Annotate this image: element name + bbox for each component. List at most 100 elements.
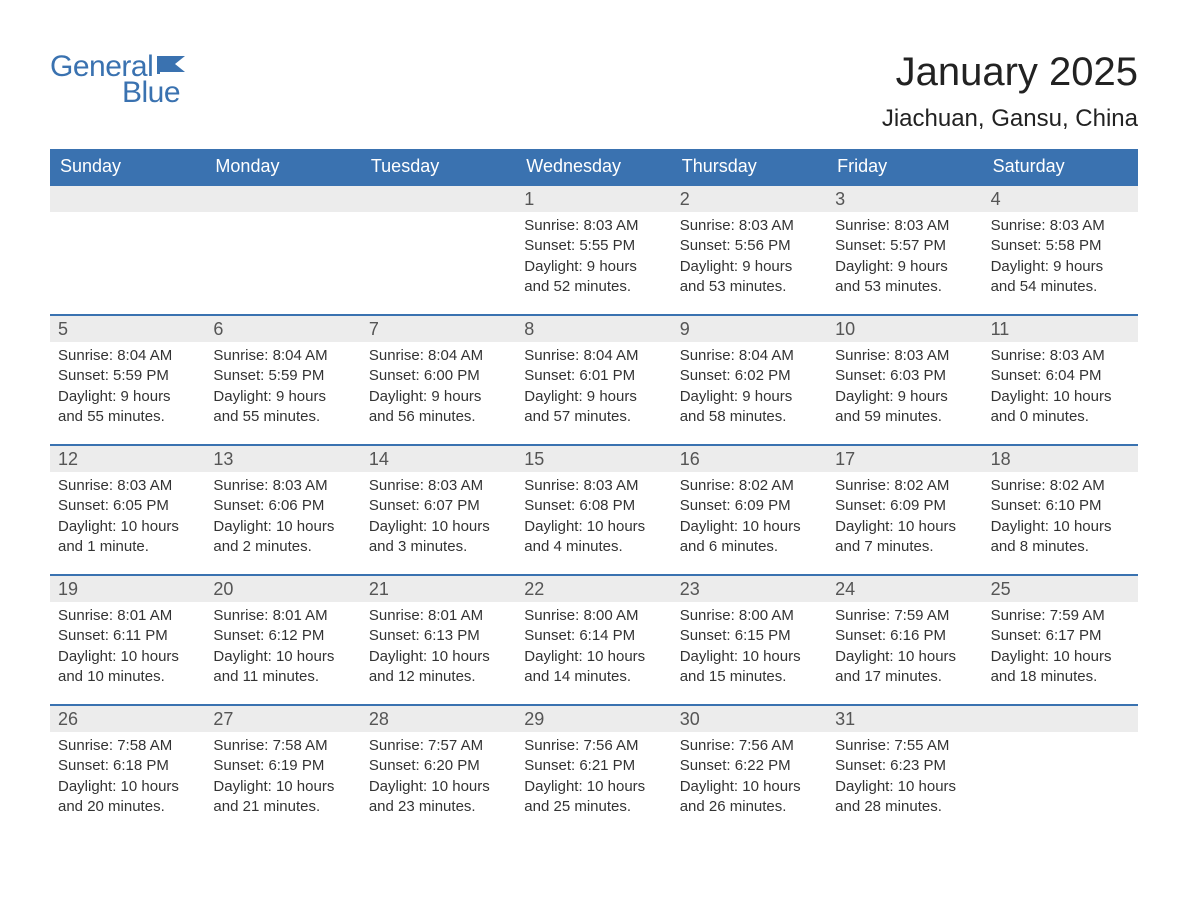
day-details: Sunrise: 8:03 AMSunset: 6:07 PMDaylight:…	[361, 472, 516, 565]
day-number: 17	[827, 446, 982, 472]
sunrise-text: Sunrise: 7:58 AM	[213, 736, 352, 756]
daylight-text: Daylight: 10 hours and 6 minutes.	[680, 517, 819, 558]
sunrise-text: Sunrise: 8:02 AM	[991, 476, 1130, 496]
calendar-day: 30Sunrise: 7:56 AMSunset: 6:22 PMDayligh…	[672, 706, 827, 834]
daylight-text: Daylight: 10 hours and 8 minutes.	[991, 517, 1130, 558]
calendar-day: 1Sunrise: 8:03 AMSunset: 5:55 PMDaylight…	[516, 186, 671, 314]
calendar-day: 20Sunrise: 8:01 AMSunset: 6:12 PMDayligh…	[205, 576, 360, 704]
sunset-text: Sunset: 6:09 PM	[835, 496, 974, 516]
calendar-day: 28Sunrise: 7:57 AMSunset: 6:20 PMDayligh…	[361, 706, 516, 834]
sunrise-text: Sunrise: 8:03 AM	[991, 346, 1130, 366]
sunset-text: Sunset: 6:01 PM	[524, 366, 663, 386]
day-number: 19	[50, 576, 205, 602]
calendar-day: 19Sunrise: 8:01 AMSunset: 6:11 PMDayligh…	[50, 576, 205, 704]
day-number: 5	[50, 316, 205, 342]
sunrise-text: Sunrise: 8:03 AM	[680, 216, 819, 236]
calendar-day: 9Sunrise: 8:04 AMSunset: 6:02 PMDaylight…	[672, 316, 827, 444]
day-number: 12	[50, 446, 205, 472]
calendar-day: 2Sunrise: 8:03 AMSunset: 5:56 PMDaylight…	[672, 186, 827, 314]
day-number: 23	[672, 576, 827, 602]
calendar-day: 10Sunrise: 8:03 AMSunset: 6:03 PMDayligh…	[827, 316, 982, 444]
day-number: 21	[361, 576, 516, 602]
sunset-text: Sunset: 6:09 PM	[680, 496, 819, 516]
day-details: Sunrise: 7:57 AMSunset: 6:20 PMDaylight:…	[361, 732, 516, 825]
calendar-day: 12Sunrise: 8:03 AMSunset: 6:05 PMDayligh…	[50, 446, 205, 574]
daylight-text: Daylight: 10 hours and 23 minutes.	[369, 777, 508, 818]
sunset-text: Sunset: 6:20 PM	[369, 756, 508, 776]
day-details: Sunrise: 8:02 AMSunset: 6:09 PMDaylight:…	[827, 472, 982, 565]
day-details: Sunrise: 8:01 AMSunset: 6:11 PMDaylight:…	[50, 602, 205, 695]
sunrise-text: Sunrise: 8:01 AM	[369, 606, 508, 626]
daylight-text: Daylight: 10 hours and 4 minutes.	[524, 517, 663, 558]
calendar-week: 12Sunrise: 8:03 AMSunset: 6:05 PMDayligh…	[50, 444, 1138, 574]
daylight-text: Daylight: 9 hours and 53 minutes.	[680, 257, 819, 298]
day-details: Sunrise: 8:04 AMSunset: 6:01 PMDaylight:…	[516, 342, 671, 435]
sunrise-text: Sunrise: 8:04 AM	[213, 346, 352, 366]
sunrise-text: Sunrise: 7:57 AM	[369, 736, 508, 756]
sunset-text: Sunset: 6:23 PM	[835, 756, 974, 776]
sunset-text: Sunset: 6:07 PM	[369, 496, 508, 516]
day-details: Sunrise: 8:01 AMSunset: 6:13 PMDaylight:…	[361, 602, 516, 695]
sunrise-text: Sunrise: 7:58 AM	[58, 736, 197, 756]
day-details: Sunrise: 7:55 AMSunset: 6:23 PMDaylight:…	[827, 732, 982, 825]
calendar-day: 3Sunrise: 8:03 AMSunset: 5:57 PMDaylight…	[827, 186, 982, 314]
sunrise-text: Sunrise: 8:04 AM	[680, 346, 819, 366]
day-number: 28	[361, 706, 516, 732]
daylight-text: Daylight: 10 hours and 1 minute.	[58, 517, 197, 558]
day-number: 26	[50, 706, 205, 732]
day-details: Sunrise: 8:03 AMSunset: 5:56 PMDaylight:…	[672, 212, 827, 305]
daylight-text: Daylight: 9 hours and 55 minutes.	[58, 387, 197, 428]
day-number: 8	[516, 316, 671, 342]
sunrise-text: Sunrise: 8:03 AM	[369, 476, 508, 496]
sunrise-text: Sunrise: 8:01 AM	[213, 606, 352, 626]
daylight-text: Daylight: 10 hours and 28 minutes.	[835, 777, 974, 818]
day-number: 30	[672, 706, 827, 732]
day-details: Sunrise: 7:59 AMSunset: 6:17 PMDaylight:…	[983, 602, 1138, 695]
logo: General Blue	[50, 50, 191, 110]
sunrise-text: Sunrise: 8:01 AM	[58, 606, 197, 626]
weekday-header: Saturday	[983, 149, 1138, 184]
calendar-day	[361, 186, 516, 314]
daylight-text: Daylight: 10 hours and 14 minutes.	[524, 647, 663, 688]
daylight-text: Daylight: 10 hours and 25 minutes.	[524, 777, 663, 818]
daylight-text: Daylight: 10 hours and 18 minutes.	[991, 647, 1130, 688]
calendar-day: 26Sunrise: 7:58 AMSunset: 6:18 PMDayligh…	[50, 706, 205, 834]
sunset-text: Sunset: 5:57 PM	[835, 236, 974, 256]
day-number: 2	[672, 186, 827, 212]
day-details: Sunrise: 8:01 AMSunset: 6:12 PMDaylight:…	[205, 602, 360, 695]
day-number: 29	[516, 706, 671, 732]
sunrise-text: Sunrise: 7:56 AM	[524, 736, 663, 756]
calendar-day	[983, 706, 1138, 834]
day-number: 6	[205, 316, 360, 342]
calendar-day: 13Sunrise: 8:03 AMSunset: 6:06 PMDayligh…	[205, 446, 360, 574]
day-number: 4	[983, 186, 1138, 212]
calendar-day: 6Sunrise: 8:04 AMSunset: 5:59 PMDaylight…	[205, 316, 360, 444]
daylight-text: Daylight: 10 hours and 21 minutes.	[213, 777, 352, 818]
weekday-header: Wednesday	[516, 149, 671, 184]
sunset-text: Sunset: 5:58 PM	[991, 236, 1130, 256]
daylight-text: Daylight: 9 hours and 54 minutes.	[991, 257, 1130, 298]
day-details: Sunrise: 8:03 AMSunset: 6:06 PMDaylight:…	[205, 472, 360, 565]
day-details: Sunrise: 7:58 AMSunset: 6:19 PMDaylight:…	[205, 732, 360, 825]
day-details: Sunrise: 8:03 AMSunset: 6:08 PMDaylight:…	[516, 472, 671, 565]
day-number: 14	[361, 446, 516, 472]
day-number: 1	[516, 186, 671, 212]
daylight-text: Daylight: 10 hours and 10 minutes.	[58, 647, 197, 688]
day-number: 31	[827, 706, 982, 732]
day-number: 25	[983, 576, 1138, 602]
calendar-day: 22Sunrise: 8:00 AMSunset: 6:14 PMDayligh…	[516, 576, 671, 704]
day-details: Sunrise: 8:04 AMSunset: 6:02 PMDaylight:…	[672, 342, 827, 435]
sunrise-text: Sunrise: 8:03 AM	[524, 476, 663, 496]
daylight-text: Daylight: 9 hours and 59 minutes.	[835, 387, 974, 428]
day-number: 7	[361, 316, 516, 342]
daylight-text: Daylight: 9 hours and 55 minutes.	[213, 387, 352, 428]
calendar-day: 27Sunrise: 7:58 AMSunset: 6:19 PMDayligh…	[205, 706, 360, 834]
daylight-text: Daylight: 9 hours and 57 minutes.	[524, 387, 663, 428]
day-number: 24	[827, 576, 982, 602]
calendar-day: 23Sunrise: 8:00 AMSunset: 6:15 PMDayligh…	[672, 576, 827, 704]
sunrise-text: Sunrise: 7:55 AM	[835, 736, 974, 756]
day-details: Sunrise: 8:03 AMSunset: 6:04 PMDaylight:…	[983, 342, 1138, 435]
sunrise-text: Sunrise: 8:04 AM	[369, 346, 508, 366]
daylight-text: Daylight: 10 hours and 26 minutes.	[680, 777, 819, 818]
daylight-text: Daylight: 10 hours and 3 minutes.	[369, 517, 508, 558]
